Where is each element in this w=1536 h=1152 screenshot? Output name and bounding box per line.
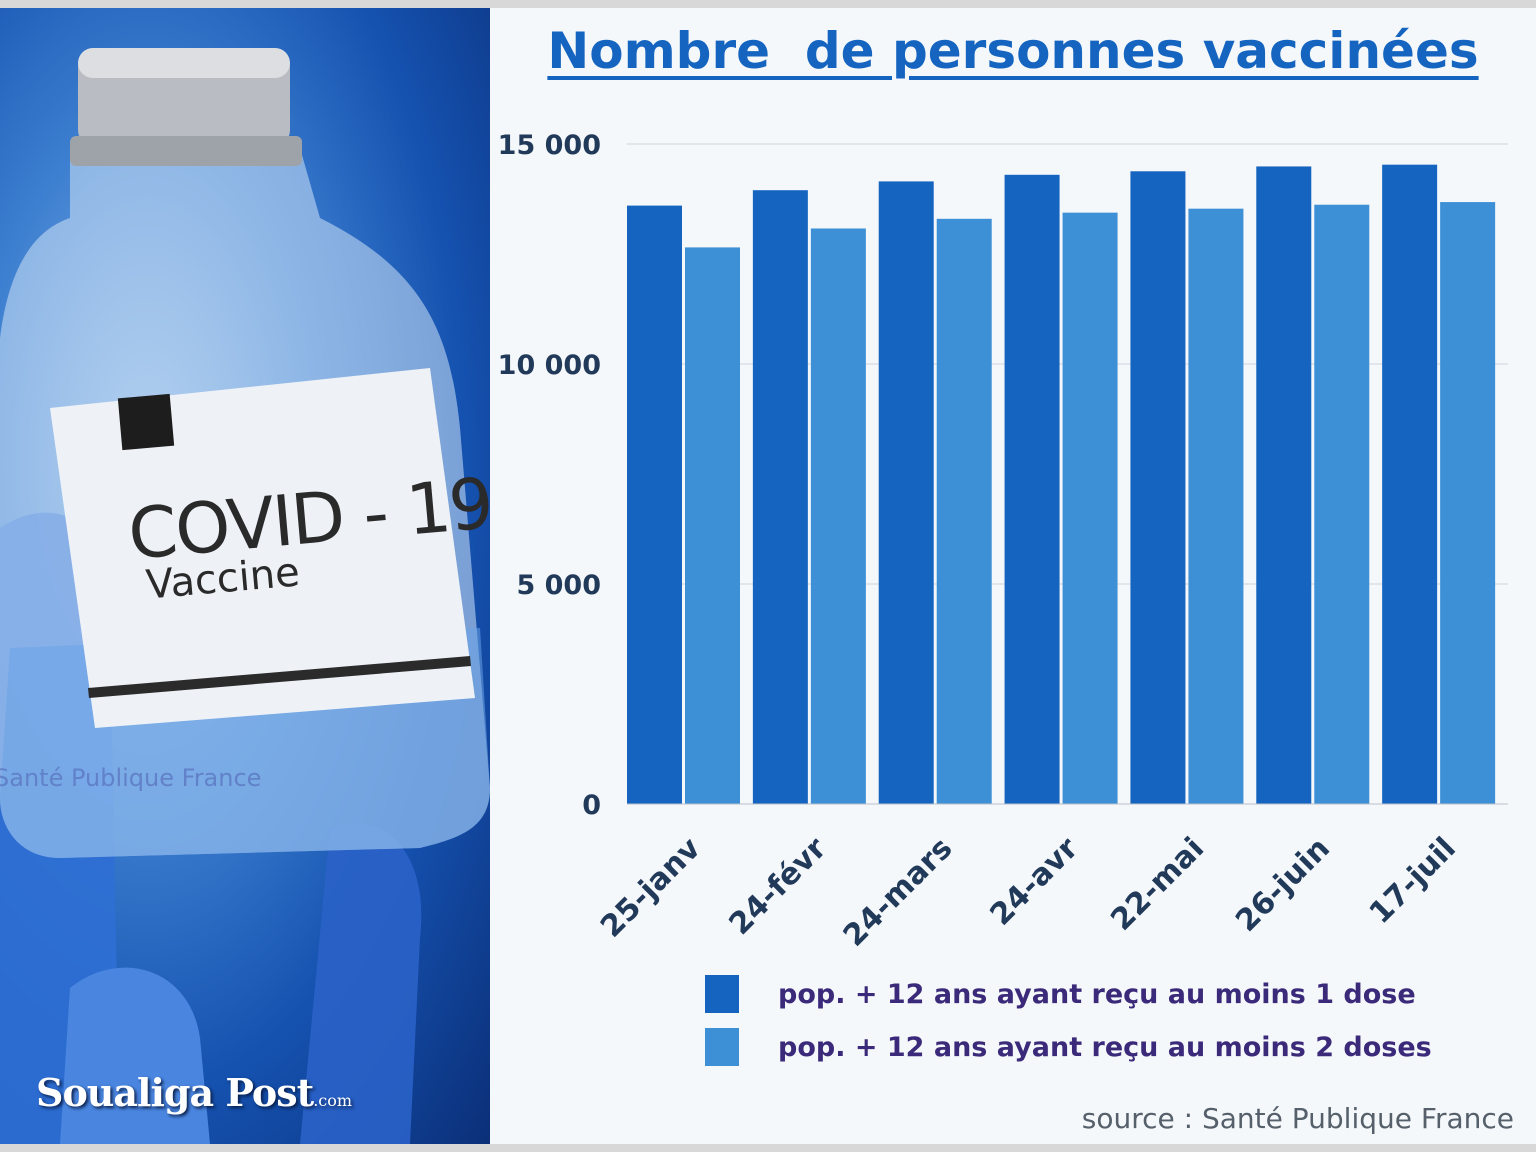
chart-title: Nombre de personnes vaccinées	[547, 22, 1479, 80]
legend-label-2-doses: pop. + 12 ans ayant reçu au moins 2 dose…	[778, 1032, 1432, 1063]
legend-swatch-1-dose	[705, 975, 739, 1013]
brand-logo: Soualiga Post.com	[36, 1070, 352, 1115]
watermark-text: Santé Publique France	[0, 764, 262, 792]
vaccine-photo: COVID - 19 Vaccine Santé Publique France…	[0, 8, 490, 1144]
vaccine-vial-illustration	[0, 48, 490, 1144]
legend-label-1-dose: pop. + 12 ans ayant reçu au moins 1 dose	[778, 979, 1416, 1010]
legend-swatch-2-doses	[705, 1028, 739, 1066]
brand-name: Soualiga Post	[36, 1070, 314, 1115]
source-note: source : Santé Publique France	[1081, 1102, 1514, 1135]
brand-suffix: .com	[313, 1091, 353, 1110]
chart-panel	[490, 8, 1536, 1144]
